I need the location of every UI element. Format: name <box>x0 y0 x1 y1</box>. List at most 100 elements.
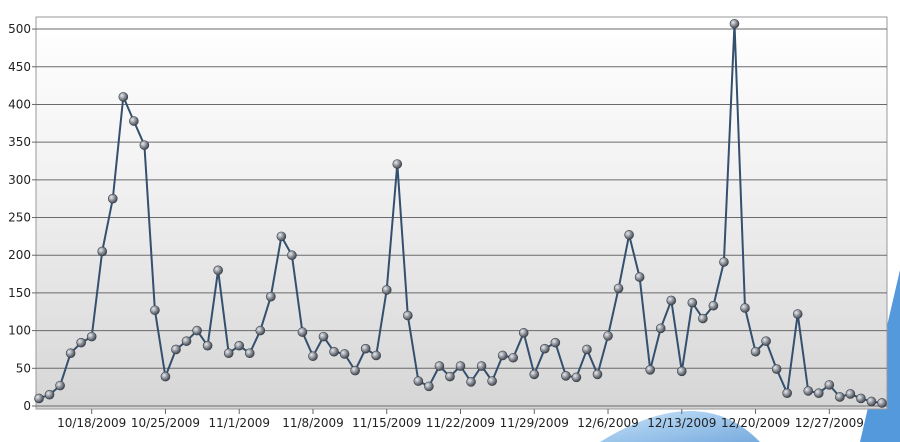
data-point <box>497 350 508 361</box>
data-point <box>655 323 666 334</box>
data-point <box>634 272 645 282</box>
data-point <box>856 393 866 404</box>
y-tick-label: 200 <box>8 248 31 262</box>
y-tick-label: 500 <box>8 22 31 36</box>
data-point <box>223 348 234 359</box>
data-point <box>866 396 877 407</box>
x-tick-label: 12/27/2009 <box>795 416 864 430</box>
data-point <box>244 348 255 359</box>
data-point <box>508 352 518 363</box>
data-point <box>97 246 108 257</box>
data-point <box>729 18 740 29</box>
data-point <box>424 381 434 392</box>
data-point <box>276 231 287 242</box>
y-tick-label: 300 <box>8 173 31 187</box>
data-point <box>645 364 655 375</box>
data-point <box>813 388 824 398</box>
x-tick-label: 10/25/2009 <box>131 416 200 430</box>
y-tick-label: 350 <box>8 135 31 149</box>
x-tick-label: 11/8/2009 <box>282 416 344 430</box>
data-point <box>824 380 835 390</box>
data-point <box>719 257 729 267</box>
data-point <box>413 376 424 386</box>
data-point <box>487 376 497 386</box>
data-point <box>181 336 192 346</box>
data-point <box>381 285 392 295</box>
data-point <box>129 116 139 126</box>
data-point <box>308 351 318 362</box>
data-point <box>171 344 181 355</box>
data-point <box>676 366 687 377</box>
y-tick-label: 450 <box>8 60 31 74</box>
x-tick-label: 12/20/2009 <box>721 416 790 430</box>
x-tick-label: 11/29/2009 <box>500 416 569 430</box>
data-point <box>592 369 603 380</box>
data-point <box>266 291 276 302</box>
data-point <box>529 369 540 380</box>
data-point <box>192 325 202 336</box>
y-tick-label: 100 <box>8 324 31 338</box>
data-point <box>761 336 771 346</box>
data-point <box>318 331 329 342</box>
data-point <box>877 398 887 408</box>
data-point <box>76 337 86 348</box>
data-point <box>771 364 782 374</box>
x-tick-label: 11/1/2009 <box>208 416 270 430</box>
data-point <box>339 349 350 359</box>
y-tick-label: 0 <box>23 399 31 413</box>
data-point <box>782 388 792 398</box>
data-point <box>160 371 171 382</box>
data-point <box>65 348 76 359</box>
data-point <box>55 380 65 391</box>
data-point <box>371 350 382 361</box>
data-point <box>845 389 856 399</box>
data-point <box>624 230 634 240</box>
data-point <box>350 365 360 376</box>
data-point <box>792 309 803 319</box>
data-point <box>329 346 339 357</box>
data-point <box>360 343 371 354</box>
data-point <box>561 371 571 381</box>
data-point <box>118 92 129 102</box>
data-point <box>666 295 677 306</box>
data-point <box>835 392 845 402</box>
data-point <box>107 193 118 204</box>
data-point <box>44 389 55 400</box>
plot-area <box>35 16 888 410</box>
data-point <box>297 327 308 337</box>
data-point <box>698 313 708 324</box>
data-point <box>539 343 550 354</box>
data-point <box>434 361 445 371</box>
decor <box>600 411 760 442</box>
data-point <box>571 372 582 383</box>
data-point <box>803 386 814 396</box>
data-point <box>455 361 466 371</box>
data-point <box>550 337 561 348</box>
data-point <box>603 331 613 341</box>
x-tick-label: 12/13/2009 <box>647 416 716 430</box>
data-point <box>150 305 160 316</box>
y-tick-label: 250 <box>8 211 31 225</box>
y-tick-label: 400 <box>8 97 31 111</box>
x-tick-label: 11/22/2009 <box>426 416 495 430</box>
data-point <box>202 340 213 351</box>
data-point <box>476 361 487 371</box>
x-tick-label: 11/15/2009 <box>352 416 421 430</box>
data-point <box>445 371 455 382</box>
data-point <box>582 344 592 355</box>
data-point <box>687 297 698 308</box>
data-point <box>255 325 266 336</box>
x-tick-label: 10/18/2009 <box>57 416 126 430</box>
data-point <box>86 331 97 342</box>
data-point <box>139 140 150 150</box>
data-point <box>518 328 529 338</box>
data-point <box>213 265 223 276</box>
data-point <box>403 310 413 321</box>
y-tick-label: 150 <box>8 286 31 300</box>
x-tick-label: 12/6/2009 <box>577 416 639 430</box>
data-point <box>613 283 624 294</box>
data-point <box>392 159 403 169</box>
data-point <box>234 340 245 351</box>
data-point <box>740 303 750 313</box>
